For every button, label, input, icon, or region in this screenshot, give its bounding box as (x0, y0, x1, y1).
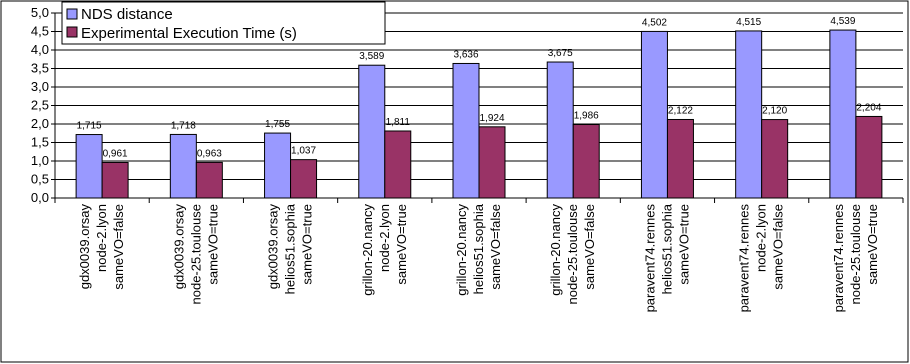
bar-nds-distance (75, 134, 103, 199)
category-label: gdx0039.orsay (266, 204, 281, 290)
y-tick-label: 5,0 (31, 5, 49, 20)
category-label: node-2.lyon (94, 204, 109, 272)
data-label: 2,122 (668, 105, 693, 116)
y-tick-label: 1,0 (31, 153, 49, 168)
bar-execution-time (384, 130, 412, 199)
category-label: paravent74.rennes (642, 204, 657, 313)
category-labels: gdx0039.orsay node-2.lyon sameVO=false gdx0… (77, 203, 880, 312)
data-label: 0,963 (197, 148, 222, 159)
bar-nds-distance (640, 30, 668, 199)
data-label: 2,120 (762, 106, 787, 117)
y-tick-label: 3,0 (31, 79, 49, 94)
data-label: 1,037 (291, 146, 316, 157)
data-label: 4,539 (830, 16, 855, 27)
bar-nds-distance (169, 133, 197, 199)
category-label: node-25.toulouse (848, 204, 863, 304)
data-label: 4,515 (736, 17, 761, 28)
category-label: gdx0039.orsay (171, 204, 186, 290)
bar-nds-distance (358, 64, 386, 199)
bar-execution-time (101, 161, 129, 199)
category-label: sameVO=false (488, 204, 503, 290)
y-tick-label: 2,0 (31, 116, 49, 131)
bar-execution-time (855, 115, 883, 199)
category-label: grillon-20.nancy (454, 204, 469, 296)
category-label: grillon-20.nancy (548, 204, 563, 296)
data-label: 1,924 (479, 113, 504, 124)
data-label: 4,502 (642, 17, 667, 28)
y-tick-label: 2,5 (31, 98, 49, 113)
category-label: node-2.lyon (754, 204, 769, 272)
category-label: grillon-20.nancy (360, 204, 375, 296)
category-label: sameVO=false (771, 204, 786, 290)
legend-label-execution-time: Experimental Execution Time (s) (81, 25, 297, 42)
category-label: sameVO=true (676, 204, 691, 285)
bar-execution-time (290, 159, 318, 199)
category-label: sameVO=true (300, 204, 315, 285)
bar-nds-distance (735, 30, 763, 199)
category-label: sameVO=true (394, 204, 409, 285)
bar-execution-time (572, 124, 600, 199)
bar-execution-time (761, 119, 789, 199)
bar-execution-time (195, 161, 223, 199)
category-label: gdx0039.orsay (77, 204, 92, 290)
category-label: sameVO=true (865, 204, 880, 285)
data-label: 1,755 (265, 119, 290, 130)
data-label: 3,675 (548, 48, 573, 59)
category-label: helios51.sophia (659, 203, 674, 294)
category-label: node-25.toulouse (565, 204, 580, 304)
legend-box (61, 1, 386, 45)
legend-swatch-execution-time (66, 26, 78, 38)
category-label: node-2.lyon (377, 204, 392, 272)
category-label: paravent74.rennes (737, 204, 752, 313)
y-tick-label: 4,5 (31, 24, 49, 39)
bar-nds-distance (264, 132, 292, 199)
legend-swatch-nds-distance (66, 8, 78, 20)
y-tick-label: 3,5 (31, 61, 49, 76)
category-label: node-25.toulouse (188, 204, 203, 304)
y-tick-label: 4,0 (31, 42, 49, 57)
data-label: 1,718 (171, 120, 196, 131)
axes: 0,0 0,5 1,0 1,5 2,0 2,5 3,0 3,5 4,0 4,5 5,0 (31, 5, 904, 205)
data-label: 1,811 (386, 117, 411, 128)
data-label: 0,961 (103, 148, 128, 159)
data-labels: 1,715 0,961 1,718 0,963 1,755 1,037 3,589 1,811… (77, 16, 882, 159)
y-tick-label: 0,0 (31, 190, 49, 205)
bar-execution-time (478, 126, 506, 199)
data-label: 2,204 (856, 102, 881, 113)
category-label: sameVO=true (205, 204, 220, 285)
bar-nds-distance (829, 29, 857, 199)
legend: NDS distance Experimental Execution Time… (61, 1, 386, 45)
data-label: 3,636 (453, 49, 478, 60)
category-label: sameVO=false (582, 204, 597, 290)
legend-label-nds-distance: NDS distance (81, 6, 173, 23)
data-label: 3,589 (359, 51, 384, 62)
data-label: 1,986 (574, 111, 599, 122)
category-label: paravent74.rennes (831, 204, 846, 313)
category-label: sameVO=false (111, 204, 126, 290)
bars (75, 29, 883, 199)
category-label: helios51.sophia (471, 203, 486, 294)
bar-execution-time (666, 118, 694, 199)
category-label: helios51.sophia (283, 203, 298, 294)
y-tick-label: 0,5 (31, 172, 49, 187)
y-tick-label: 1,5 (31, 135, 49, 150)
data-label: 1,715 (77, 121, 102, 132)
bar-nds-distance (452, 62, 480, 199)
bar-nds-distance (546, 61, 574, 199)
